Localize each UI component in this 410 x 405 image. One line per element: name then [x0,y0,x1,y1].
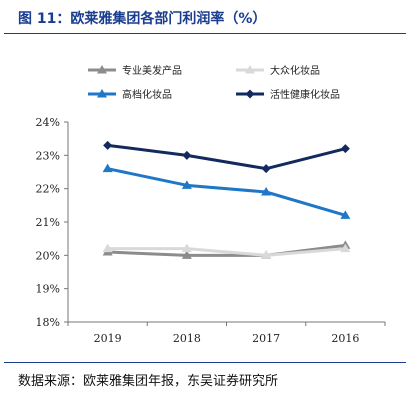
legend-swatch-marker [97,89,107,98]
legend-swatch-marker [245,89,255,99]
data-point [261,250,272,259]
y-tick-label: 19% [36,283,60,296]
x-tick-label: 2019 [94,332,122,345]
series-line [106,143,347,171]
source-divider [4,362,406,363]
figure-title: 图 11：欧莱雅集团各部门利润率（%） [18,11,267,27]
y-tick-label: 21% [36,216,60,229]
y-tick-label: 24% [36,116,60,129]
data-point [181,180,192,189]
legend-item: 活性健康化妆品 [236,88,340,101]
source-note: 数据来源：欧莱雅集团年报，东吴证券研究所 [18,374,279,389]
y-axis: 18% 19% 20% 21% 22% 23% 24% [36,116,69,329]
y-tick-label: 18% [36,316,60,329]
legend-label: 大众化妆品 [270,64,320,77]
data-point [102,243,113,253]
legend-label: 专业美发产品 [122,64,182,77]
series-2 [102,243,351,259]
series-4 [103,140,350,174]
plot-area [102,140,351,259]
data-point [181,250,192,259]
data-point [102,163,113,173]
data-point [182,150,192,160]
y-tick-label: 23% [36,149,60,162]
data-point [340,210,351,219]
data-point [340,144,350,154]
legend-item: 高档化妆品 [88,88,172,101]
y-tick-label: 22% [36,183,60,196]
x-tick-label: 2016 [331,332,359,345]
legend-swatch-marker [97,65,107,74]
legend-label: 活性健康化妆品 [270,88,340,101]
data-point [103,140,113,150]
series-3 [102,163,351,219]
title-divider [4,33,406,34]
x-tick-label: 2018 [173,332,201,345]
data-point [340,243,351,253]
data-point [181,243,192,253]
legend-item: 专业美发产品 [88,64,182,77]
x-axis: 2019 2018 2017 2016 [67,321,386,345]
legend-label: 高档化妆品 [122,88,172,101]
data-point [261,164,271,174]
series-line [106,243,347,257]
y-tick-label: 20% [36,249,60,262]
series-line [106,247,347,257]
x-tick-label: 2017 [252,332,280,345]
legend-item: 大众化妆品 [236,64,320,77]
legend-swatch-marker [245,65,255,74]
series-line [106,167,347,217]
data-point [261,187,272,196]
